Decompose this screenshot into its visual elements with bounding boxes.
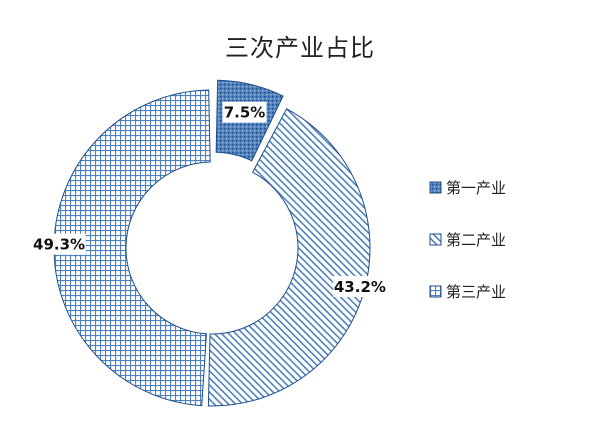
data-label-1: 7.5% [222,101,267,123]
legend-swatch-3 [429,285,442,298]
data-label-text-2: 43.2% [334,278,386,296]
legend-label-1: 第一产业 [446,179,506,197]
data-label-text-1: 7.5% [224,104,266,122]
legend-swatch-1 [429,181,442,194]
data-label-text-3: 49.3% [33,236,85,254]
data-label-bg-1 [222,101,267,123]
data-label-3: 49.3% [32,233,86,255]
legend-label-2: 第二产业 [446,231,506,249]
data-label-bg-3 [32,233,86,255]
legend-label-3: 第三产业 [446,283,506,301]
chart-title: 三次产业占比 [225,34,375,62]
legend-item-3: 第三产业 [429,283,506,301]
slice-3 [53,89,211,407]
slice-2 [207,108,371,407]
legend-item-1: 第一产业 [429,179,506,197]
data-label-2: 43.2% [333,275,387,297]
legend-swatch-2 [429,233,442,246]
legend-item-2: 第二产业 [429,231,506,249]
data-label-bg-2 [333,275,387,297]
